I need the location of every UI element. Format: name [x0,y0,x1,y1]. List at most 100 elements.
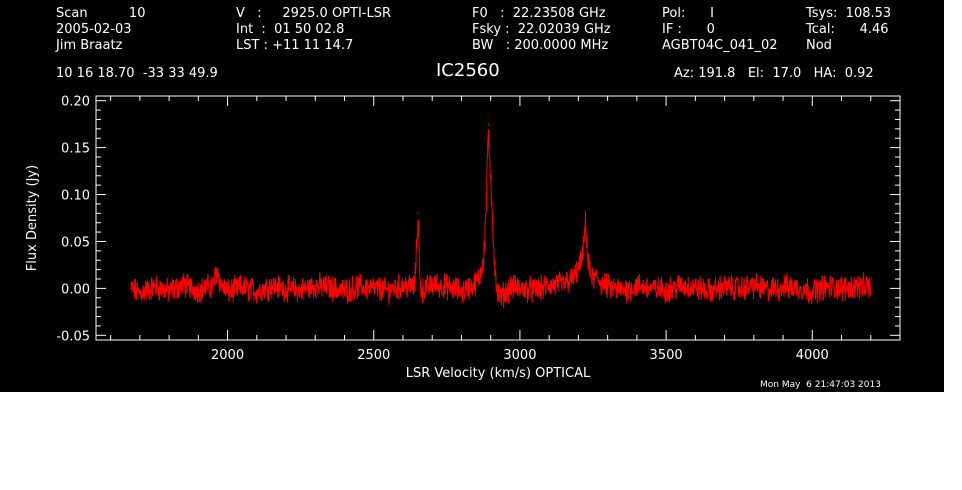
data-point [226,291,229,293]
data-point [255,290,258,293]
data-point [487,123,490,125]
data-point [738,287,740,290]
data-point [510,285,512,288]
y-axis-label: Flux Density (Jy) [25,165,40,271]
data-point [495,278,497,280]
data-point [417,212,419,215]
data-point [584,220,587,222]
y-tick-label: 0.20 [61,95,90,110]
data-point [241,285,243,288]
data-point [212,284,214,287]
data-point [826,285,828,288]
data-point [372,287,375,290]
data-point [490,203,493,205]
data-point [270,284,273,287]
data-point [472,284,474,287]
obs-date: 2005-02-03 [56,22,132,37]
data-point [589,273,591,276]
y-tick-label: 0.00 [61,282,90,297]
data-point [679,284,682,287]
data-point [650,287,653,290]
data-point [482,259,485,262]
data-point [419,282,421,285]
data-point [586,259,589,262]
observer-name: Jim Braatz [56,38,123,53]
data-point [182,283,185,286]
data-point [581,254,584,257]
data-point [606,285,609,288]
switching-mode: Nod [806,38,832,53]
data-point [600,282,603,285]
data-point [402,284,404,287]
plot-panel: 2000 2500 3000 3500 4000 -0.05 0.00 0.05 0.10 0.1… [0,0,944,392]
y-tick-label: 0.10 [61,189,90,204]
data-point [500,296,502,299]
data-point [571,278,574,280]
plot-frame [95,95,901,341]
data-point [493,259,496,262]
source-coordinates: 10 16 18.70 -33 33 49.9 [56,66,218,81]
data-point [130,287,132,290]
data-point [782,285,784,288]
tcal-readout: Tcal: 4.46 [806,22,889,37]
sky-frequency: Fsky : 22.02039 GHz [472,22,611,37]
data-point [723,285,726,288]
data-point [329,286,331,289]
data-point [431,283,434,286]
data-point [562,282,565,285]
data-point [753,284,755,287]
data-point [533,289,536,292]
x-tick-label: 3500 [650,348,683,363]
data-point [489,174,491,177]
data-point [285,287,287,290]
data-point [796,286,799,289]
data-point [855,284,857,287]
data-point [869,286,872,289]
data-point [665,289,667,292]
data-point [421,289,423,292]
data-point [299,289,302,292]
scan-label: Scan 10 [56,6,146,21]
y-tick-label: 0.05 [61,235,90,250]
spectrum-line [130,129,872,309]
source-name: IC2560 [436,60,500,81]
data-point [548,284,550,287]
data-point [168,290,170,293]
x-tick-label: 2000 [211,348,244,363]
data-point [497,292,499,294]
data-point [621,289,624,292]
velocity-readout: V : 2925.0 OPTI-LSR [236,6,392,21]
project-id: AGBT04C_041_02 [662,38,778,53]
data-point [636,284,638,287]
data-point [592,278,594,280]
data-point [216,268,219,271]
data-point [492,231,494,233]
data-point [314,284,317,287]
x-tick-label: 3000 [503,348,536,363]
rest-frequency: F0 : 22.23508 GHz [472,6,606,21]
x-tick-label: 2500 [357,348,390,363]
data-point [343,290,346,293]
data-point [358,285,360,288]
data-point [519,287,521,290]
data-point [694,286,697,289]
data-point [485,203,488,205]
y-tick-label: 0.15 [61,142,90,157]
data-point [840,287,843,290]
if-number: IF : 0 [662,22,715,37]
az-el-ha: Az: 191.8 El: 17.0 HA: 0.92 [674,66,874,81]
data-point [811,290,814,293]
timestamp: Mon May 6 21:47:03 2013 [760,380,881,390]
data-point [139,292,141,294]
data-point [446,285,448,288]
tsys-readout: Tsys: 108.53 [806,6,892,21]
data-point [153,285,156,288]
data-point [413,285,416,288]
x-axis-label: LSR Velocity (km/s) OPTICAL [406,366,591,381]
x-tick-label: 4000 [796,348,829,363]
bandwidth: BW : 200.0000 MHz [472,38,609,53]
data-point [577,268,580,271]
spectrum-chart: 2000 2500 3000 3500 4000 -0.05 0.00 0.05 0.10 0.1… [25,95,901,381]
lst-readout: LST : +11 11 14.7 [236,38,354,53]
data-point [478,278,480,280]
